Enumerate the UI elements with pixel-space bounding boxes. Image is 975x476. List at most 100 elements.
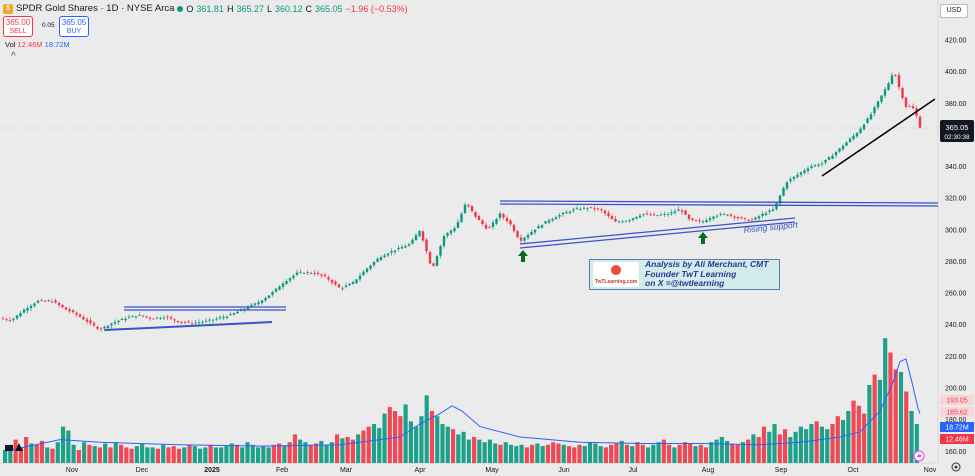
volume-bar [472, 437, 477, 463]
price-tick-label: 420.00 [945, 38, 967, 45]
candle-body [845, 142, 848, 146]
currency-selector[interactable]: USD [940, 4, 968, 18]
time-tick-label: Jun [558, 467, 569, 474]
sell-button[interactable]: 365.00 SELL [3, 16, 33, 37]
volume-axis-badge [940, 407, 974, 417]
candle-body [64, 307, 68, 310]
collapse-chevron-icon[interactable]: ^ [11, 51, 16, 62]
candle-body [110, 323, 113, 326]
candle-body [859, 128, 862, 134]
volume-bar [197, 448, 203, 463]
volume-bar [640, 444, 645, 463]
settings-gear-icon[interactable] [951, 462, 961, 472]
buy-button[interactable]: 365.05 BUY [59, 16, 89, 37]
volume-bar [271, 444, 276, 463]
candle-body [887, 83, 890, 90]
candle-body [862, 124, 866, 130]
volume-bar [840, 420, 846, 463]
candle-body [418, 230, 421, 236]
volume-bar [556, 443, 561, 463]
candle-body [57, 302, 61, 306]
price-tick-label: 320.00 [945, 196, 967, 203]
candle-body [670, 212, 673, 214]
volume-bar [29, 443, 34, 463]
candle-body [194, 322, 197, 324]
candle-body [131, 316, 134, 317]
candle-body [292, 275, 295, 278]
candle-body [712, 216, 715, 219]
candle-body [442, 236, 446, 246]
volume-bar [371, 424, 377, 463]
candle-body [236, 311, 239, 314]
volume-bar [714, 439, 719, 463]
volume-bar [213, 447, 218, 463]
candle-body [99, 328, 103, 330]
candle-body [782, 187, 785, 196]
candle-body [866, 118, 869, 123]
candle-body [5, 319, 8, 321]
volume-bar [50, 448, 55, 463]
volume-bar [324, 444, 329, 463]
candle-body [512, 225, 516, 232]
volume-bar [798, 426, 803, 463]
analysis-note-line3: on X =@twtlearning [645, 278, 725, 289]
volume-bar [503, 442, 508, 463]
candle-body [460, 213, 463, 222]
candle-body [362, 271, 365, 276]
candle-body [673, 211, 677, 213]
analysis-note-line1: Analysis by Ali Merchant, CMT [645, 259, 769, 270]
volume-bar [566, 446, 572, 463]
price-tick-label: 300.00 [945, 227, 967, 234]
time-tick-label: Apr [415, 467, 427, 474]
candle-body [666, 214, 670, 216]
volume-bar [155, 448, 161, 463]
volume-bar [440, 424, 445, 463]
symbol-title[interactable]: SPDR Gold Shares · 1D · NYSE Arca [16, 3, 175, 14]
volume-bar [561, 444, 566, 463]
time-tick-label: Aug [702, 467, 715, 474]
candle-body [474, 211, 477, 217]
candle-body [705, 220, 708, 223]
resistance-line-bottom [499, 203, 939, 207]
candle-body [642, 214, 645, 215]
candle-body [250, 304, 253, 307]
candle-body [526, 234, 530, 238]
volume-bar [350, 439, 355, 463]
candle-body [523, 237, 526, 241]
candle-body [120, 318, 124, 321]
volume-bar [477, 439, 482, 463]
candle-body [155, 317, 159, 319]
candle-body [540, 225, 544, 228]
candle-body [596, 208, 600, 210]
sell-label: SELL [9, 28, 27, 35]
volume-bar [377, 427, 382, 463]
candle-body [222, 317, 225, 318]
candle-body [407, 244, 411, 246]
time-tick-label: Oct [848, 467, 859, 474]
candle-body [544, 221, 547, 224]
candle-body [446, 233, 449, 236]
candle-body [722, 213, 726, 215]
candle-body [659, 214, 663, 216]
resistance-line-top [499, 200, 939, 204]
volume-axis-label: 18.72M [945, 425, 969, 432]
candle-body [852, 135, 855, 140]
volume-bar [909, 411, 914, 463]
volume-bar [661, 439, 666, 463]
time-tick-label: Mar [340, 467, 353, 474]
volume-bar [609, 444, 614, 463]
volume-bar [619, 440, 624, 463]
candle-body [498, 213, 502, 218]
volume-bar [414, 426, 419, 463]
volume-legend[interactable]: Vol 12.46M 18.72M [5, 40, 70, 49]
volume-bar [782, 429, 788, 463]
candle-body [162, 317, 166, 319]
time-tick-label: Dec [136, 467, 149, 474]
volume-bar [108, 447, 113, 463]
candle-body [148, 317, 152, 319]
volume-bar [719, 437, 724, 463]
candle-body [379, 257, 383, 260]
candle-body [8, 320, 12, 321]
candle-body [589, 207, 593, 208]
